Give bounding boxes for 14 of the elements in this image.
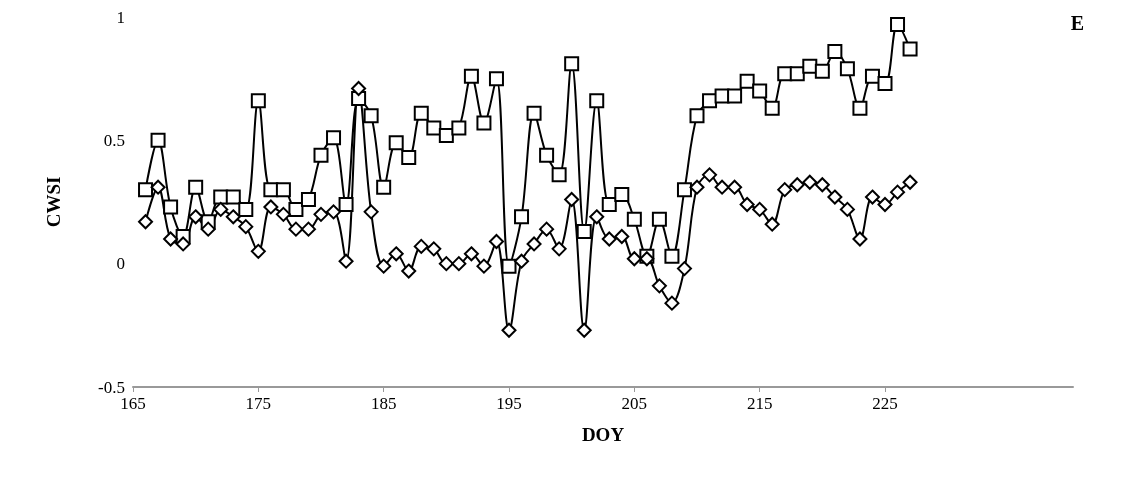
x-tick-label: 205 bbox=[621, 394, 648, 413]
y-tick-label: 0.5 bbox=[103, 130, 125, 150]
y-tick-label: 0 bbox=[116, 254, 125, 274]
x-tick-label: 215 bbox=[746, 394, 773, 413]
y-tick-label: -0.5 bbox=[98, 377, 125, 397]
x-tick-label: 175 bbox=[245, 394, 272, 413]
x-tick-label: 195 bbox=[496, 394, 522, 413]
x-tick-label: 165 bbox=[120, 394, 146, 413]
x-axis-title: DOY bbox=[581, 424, 625, 445]
y-axis-title: CWSI bbox=[43, 176, 64, 228]
chart-title: E bbox=[1070, 12, 1084, 34]
x-tick-label: 225 bbox=[872, 394, 898, 413]
x-tick-label: 185 bbox=[370, 394, 397, 413]
y-tick-label: 1 bbox=[116, 7, 125, 27]
